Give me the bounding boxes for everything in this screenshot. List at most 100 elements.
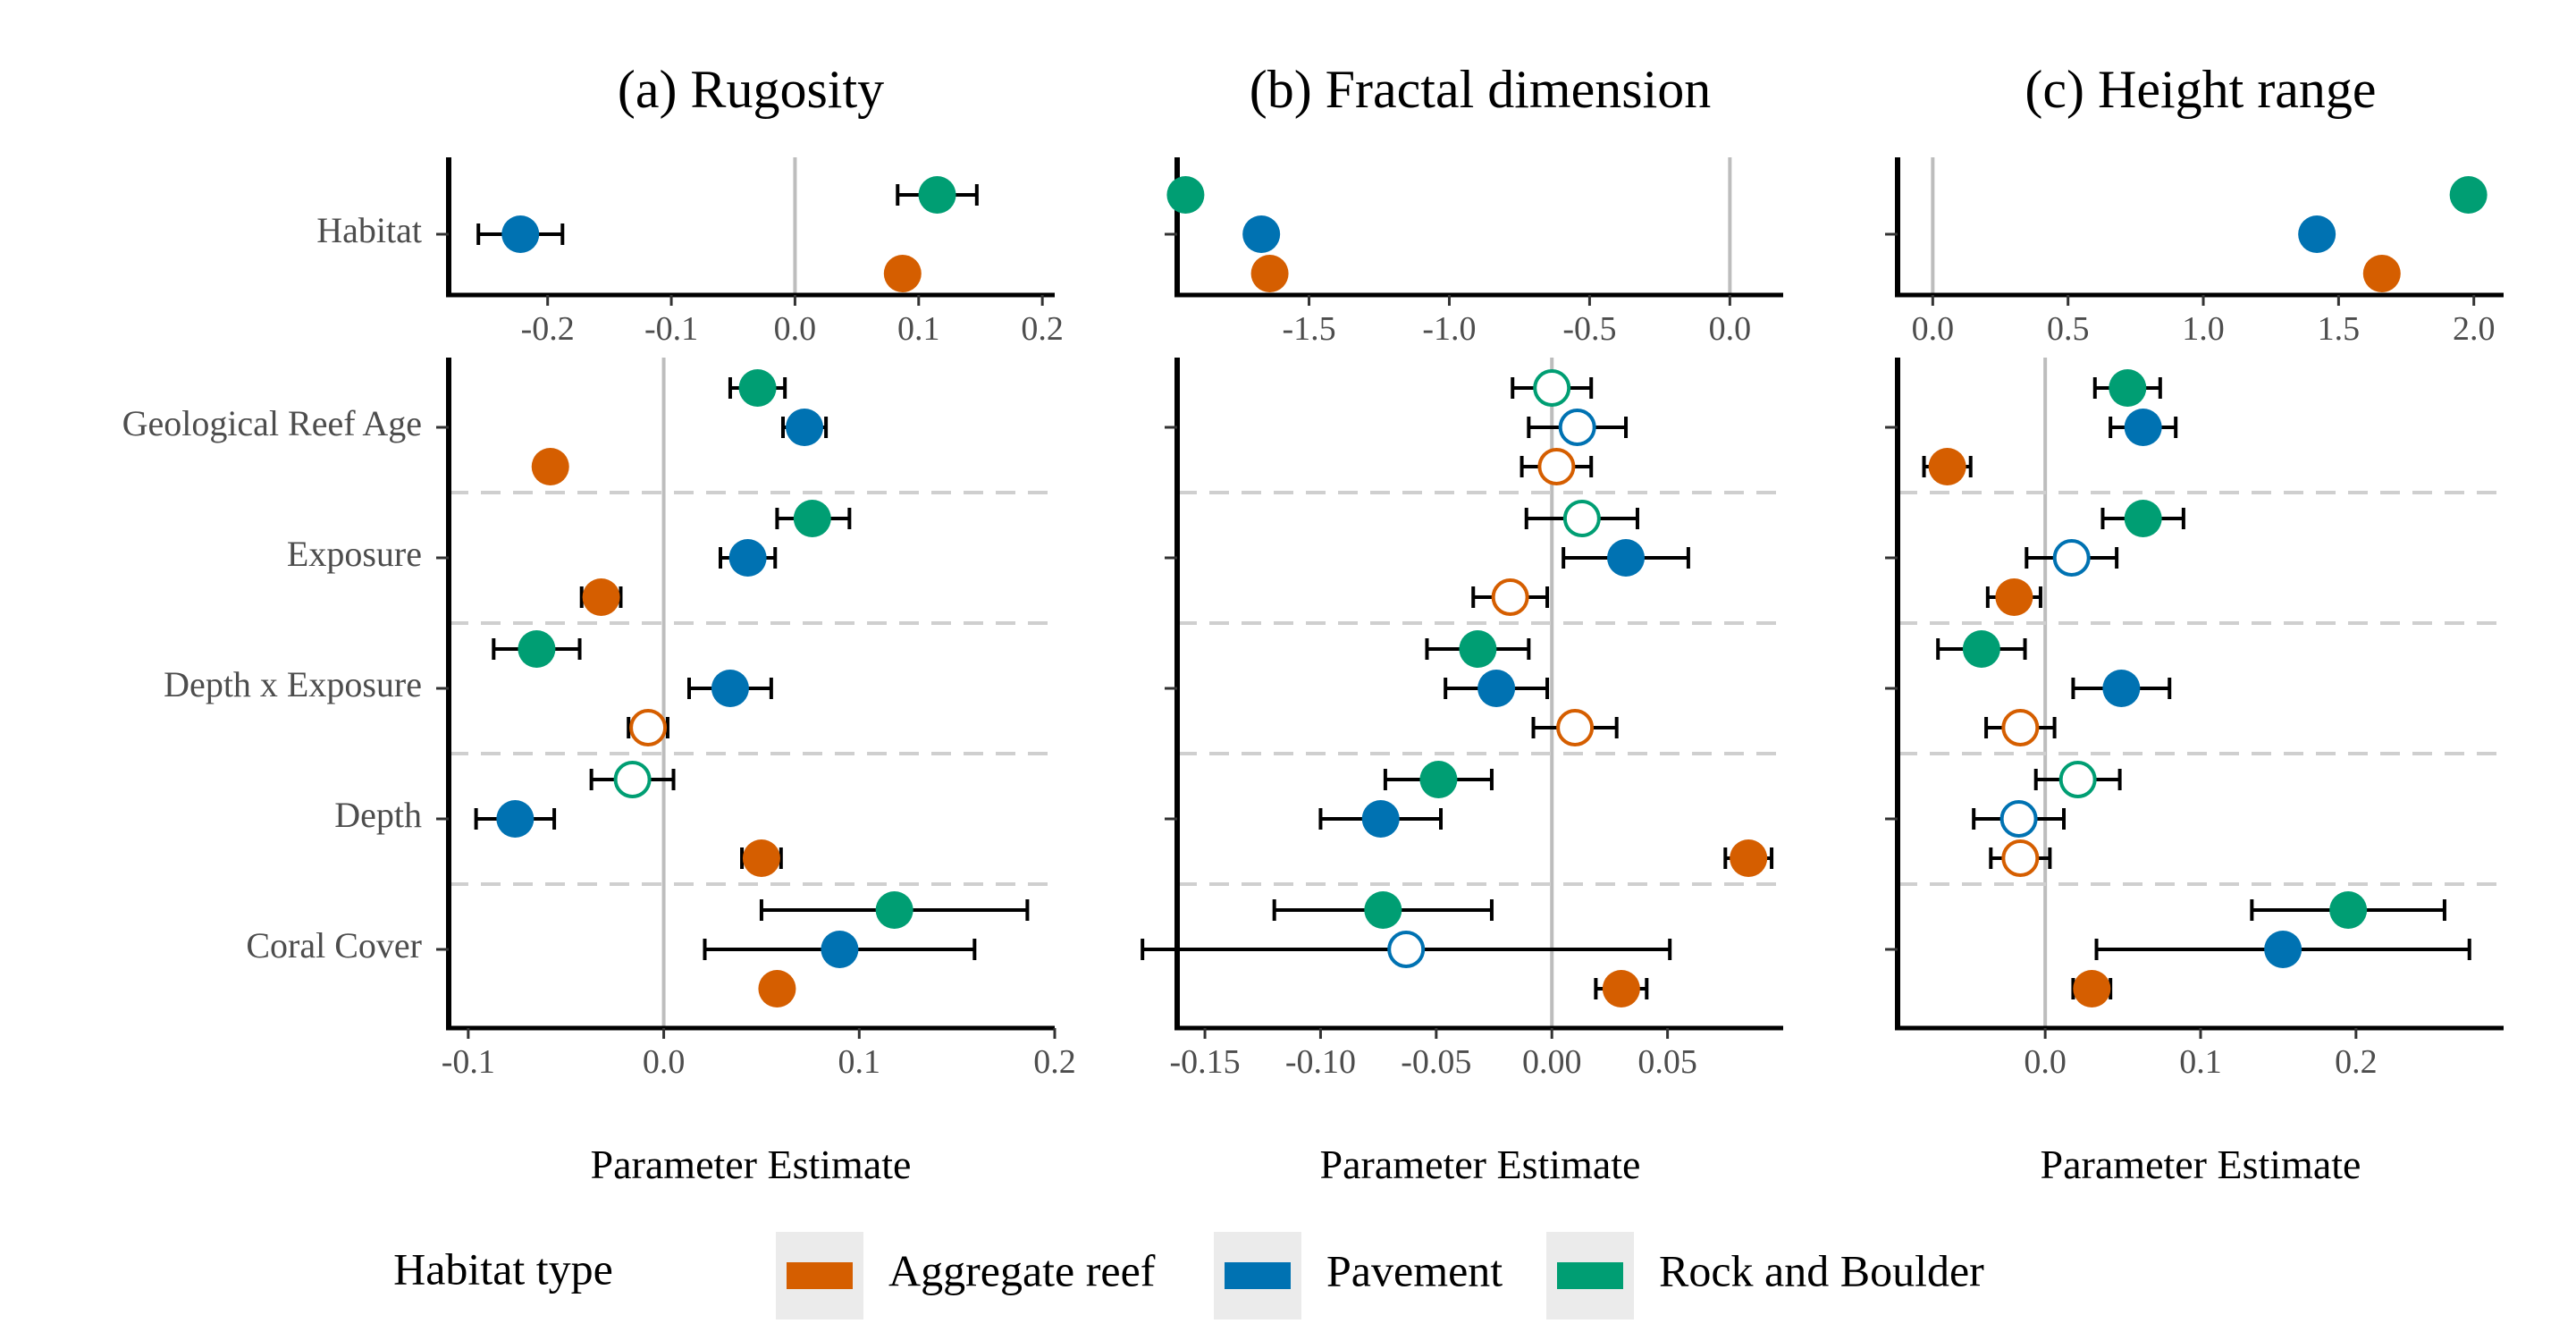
panel-1-depth-x-exposure-rock-point [518,630,556,668]
panel-2-top-x-tick-label: -1.0 [1422,310,1476,348]
panel-2-bottom-x-tick-label: 0.05 [1637,1043,1697,1081]
panel-1-coral-cover-aggregate-point [758,970,796,1007]
legend-label-rock: Rock and Boulder [1659,1245,1984,1295]
panel-2-bottom-x-tick-label: 0.00 [1522,1043,1582,1081]
legend-label-pavement: Pavement [1326,1245,1503,1295]
panel-3-bottom-x-tick-label: 0.0 [2024,1043,2067,1081]
panel-1-top-x-tick-label: 0.0 [774,310,817,348]
panel-3-depth-aggregate-point [2001,839,2040,877]
panel-1-geological-reef-age-pavement-point [786,409,824,446]
panel-3-exposure-pavement-point [2052,539,2091,577]
panel-1-depth-rock-point [613,761,652,798]
panel-2-x-title: Parameter Estimate [1320,1142,1641,1187]
panel-1-depth-x-exposure-pavement-point [711,670,749,707]
panel-2-geological-reef-age-pavement-point [1558,409,1596,446]
panel-1-top-x-tick-label: 0.2 [1021,310,1064,348]
y-label-depth: Depth [334,795,422,835]
legend-swatch-aggregate [787,1262,853,1289]
legend-label-aggregate: Aggregate reef [888,1245,1156,1295]
y-label-geological-reef-age: Geological Reef Age [122,403,422,443]
y-label-exposure: Exposure [287,534,422,574]
panel-2-habitat-rock-point [1166,176,1205,214]
panel-2-habitat-pavement-point [1242,215,1281,253]
panel-1-depth-aggregate-point [742,839,780,877]
panel-1-geological-reef-age-rock-point [738,369,777,407]
panel-3-top-x-tick-label: 1.0 [2182,310,2225,348]
panel-3-habitat-pavement-point [2298,215,2336,253]
panel-3-x-title: Parameter Estimate [2041,1142,2361,1187]
panel-2-exposure-pavement-point [1607,539,1646,577]
panel-3-habitat-aggregate-point [2362,255,2401,292]
panel-2-coral-cover-aggregate-point [1602,970,1640,1007]
panel-3-coral-cover-aggregate-point [2073,970,2111,1007]
legend-swatch-pavement [1225,1262,1291,1289]
panel-2-depth-rock-point [1419,761,1458,798]
y-label-coral-cover: Coral Cover [246,925,422,965]
panel-3-coral-cover-pavement-point [2264,931,2302,968]
panel-2-geological-reef-age-aggregate-point [1537,448,1576,485]
panel-1-top-x-tick-label: 0.1 [897,310,940,348]
panel-1-top-x-tick-label: -0.1 [644,310,698,348]
panel-2-depth-pavement-point [1361,800,1400,838]
panel-2-top-x-tick-label: 0.0 [1709,310,1752,348]
panel-3-exposure-aggregate-point [1995,578,2033,616]
panel-2-depth-x-exposure-pavement-point [1477,670,1516,707]
panel-2-depth-x-exposure-rock-point [1459,630,1497,668]
panel-3-top-x-tick-label: 0.5 [2047,310,2090,348]
panel-3-coral-cover-rock-point [2329,891,2368,929]
panel-3-depth-x-exposure-aggregate-point [2001,709,2040,746]
panel-1-depth-x-exposure-aggregate-point [629,709,668,746]
panel-2-bottom-x-tick-label: -0.10 [1285,1043,1356,1081]
panel-2-title: (b) Fractal dimension [1250,60,1712,119]
panel-3-top-x-tick-label: 2.0 [2453,310,2496,348]
panel-3-top-x-tick-label: 0.0 [1912,310,1955,348]
panel-2-bottom-x-tick-label: -0.05 [1401,1043,1471,1081]
panel-2-coral-cover-pavement-point [1387,931,1426,968]
panel-2-top-x-tick-label: -1.5 [1282,310,1335,348]
panel-2-exposure-aggregate-point [1491,578,1529,616]
panel-1-top-x-tick-label: -0.2 [521,310,575,348]
y-label-depth-x-exposure: Depth x Exposure [164,664,422,704]
panel-3-habitat-rock-point [2449,176,2488,214]
panel-2-depth-aggregate-point [1730,839,1768,877]
panel-1-habitat-pavement-point [501,215,540,253]
panel-2-depth-x-exposure-aggregate-point [1556,709,1595,746]
panel-1-coral-cover-pavement-point [821,931,859,968]
panel-3-geological-reef-age-pavement-point [2124,409,2162,446]
panel-2-bottom-x-tick-label: -0.15 [1169,1043,1240,1081]
panel-1-coral-cover-rock-point [875,891,913,929]
panel-1-habitat-aggregate-point [883,255,922,292]
panel-1-bottom-x-tick-label: 0.0 [643,1043,686,1081]
legend-swatch-rock [1557,1262,1623,1289]
panel-3-geological-reef-age-rock-point [2109,369,2147,407]
panel-2-habitat-aggregate-point [1250,255,1289,292]
panel-2-coral-cover-rock-point [1364,891,1402,929]
legend-title: Habitat type [393,1243,613,1294]
panel-3-top-x-tick-label: 1.5 [2318,310,2361,348]
y-label-habitat: Habitat [316,210,422,250]
panel-3-depth-x-exposure-pavement-point [2102,670,2141,707]
panel-1-exposure-rock-point [793,500,831,537]
panel-1-depth-pavement-point [496,800,535,838]
panel-1-bottom-x-tick-label: 0.1 [838,1043,881,1081]
panel-1-x-title: Parameter Estimate [591,1142,912,1187]
panel-1-habitat-rock-point [918,176,956,214]
panel-3-title: (c) Height range [2025,60,2376,119]
panel-3-depth-rock-point [2058,761,2097,798]
panel-1-geological-reef-age-aggregate-point [531,448,569,485]
panel-3-bottom-x-tick-label: 0.1 [2179,1043,2222,1081]
panel-3-exposure-rock-point [2124,500,2162,537]
panel-1-exposure-aggregate-point [582,578,620,616]
panel-3-bottom-x-tick-label: 0.2 [2335,1043,2378,1081]
panel-1-exposure-pavement-point [728,539,767,577]
panel-1-bottom-x-tick-label: -0.1 [442,1043,495,1081]
panel-2-geological-reef-age-rock-point [1533,369,1571,407]
panel-3-depth-x-exposure-rock-point [1962,630,2000,668]
panel-3-depth-pavement-point [1999,800,2038,838]
panel-1-title: (a) Rugosity [618,60,884,119]
panel-1-bottom-x-tick-label: 0.2 [1033,1043,1076,1081]
panel-3-geological-reef-age-aggregate-point [1928,448,1966,485]
panel-2-exposure-rock-point [1562,500,1601,537]
